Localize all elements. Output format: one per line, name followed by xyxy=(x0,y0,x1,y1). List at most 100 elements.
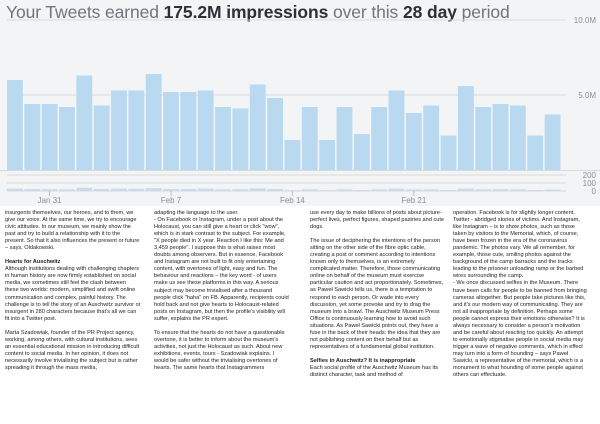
engagement-bar xyxy=(457,188,474,191)
engagement-bar xyxy=(492,189,509,191)
engagement-bar xyxy=(215,189,231,191)
article-column-3: use every day to make billions of posts … xyxy=(310,210,446,386)
engagement-bar xyxy=(232,189,249,191)
impressions-bar[interactable] xyxy=(492,104,509,170)
engagement-bar xyxy=(24,189,41,191)
engagement-bar xyxy=(93,189,110,191)
engagement-bar xyxy=(111,188,127,191)
engagement-bar xyxy=(475,189,492,191)
headline-middle: over this xyxy=(328,2,403,22)
impressions-bar[interactable] xyxy=(423,105,440,171)
impressions-bar[interactable] xyxy=(405,113,422,170)
impressions-bar[interactable] xyxy=(371,107,388,170)
engagement-bar xyxy=(405,189,422,191)
impressions-bar[interactable] xyxy=(163,92,179,170)
engagement-bar xyxy=(319,190,336,191)
section-heading: Selfies in Auschwitz? It is inappropriat… xyxy=(310,357,416,364)
impressions-headline: Your Tweets earned 175.2M impressions ov… xyxy=(6,2,510,23)
impressions-bar[interactable] xyxy=(544,114,561,171)
article-paragraph: The issue of deciphering the intentions … xyxy=(310,238,444,350)
analytics-panel: Your Tweets earned 175.2M impressions ov… xyxy=(0,0,600,206)
impressions-bar[interactable] xyxy=(440,135,457,171)
impressions-bar[interactable] xyxy=(301,107,318,170)
section-heading: Hearts for Auschwitz xyxy=(5,259,61,266)
impressions-bar[interactable] xyxy=(180,92,197,170)
headline-prefix: Your Tweets earned xyxy=(6,2,164,22)
impressions-bar[interactable] xyxy=(145,74,162,170)
impressions-bars xyxy=(7,74,561,170)
impressions-bar[interactable] xyxy=(527,135,544,171)
impressions-bar[interactable] xyxy=(76,75,93,171)
impressions-bar[interactable] xyxy=(24,104,41,170)
engagement-bar xyxy=(249,188,266,191)
y-tick-label-lower: 200 xyxy=(583,171,597,180)
engagement-bar xyxy=(197,188,214,191)
headline-suffix: period xyxy=(456,2,510,22)
engagement-bar xyxy=(301,189,318,191)
article-column-2: adapting the language to the user. - On F… xyxy=(154,210,290,379)
impressions-bar[interactable] xyxy=(475,107,492,170)
impressions-total: 175.2M impressions xyxy=(163,2,329,22)
engagement-bar xyxy=(544,189,561,191)
y-tick-label-lower: 0 xyxy=(592,187,597,196)
engagement-bar xyxy=(145,188,162,191)
impressions-bar[interactable] xyxy=(388,90,405,171)
engagement-mini-bars xyxy=(7,187,561,191)
engagement-bar xyxy=(353,190,370,191)
engagement-bar xyxy=(180,189,197,191)
period-length: 28 day xyxy=(402,2,457,22)
y-tick-label-lower: 100 xyxy=(583,179,597,188)
impressions-bar[interactable] xyxy=(215,107,231,170)
impressions-bar[interactable] xyxy=(457,86,474,170)
impressions-bar[interactable] xyxy=(197,90,214,171)
impressions-bar[interactable] xyxy=(128,90,145,171)
y-tick-label: 5.0M xyxy=(578,91,596,100)
impressions-bar[interactable] xyxy=(509,105,526,171)
engagement-bar xyxy=(41,189,58,191)
impressions-bar[interactable] xyxy=(59,107,75,170)
article-body: insurgents themselves, our heroes, and t… xyxy=(0,210,600,424)
engagement-bar xyxy=(128,188,145,191)
y-tick-label: 10.0M xyxy=(574,16,597,25)
impressions-bar[interactable] xyxy=(284,140,301,170)
impressions-bar[interactable] xyxy=(267,98,283,170)
engagement-bar xyxy=(423,189,440,191)
article-column-4: operation. Facebook is for slightly long… xyxy=(453,210,589,386)
article-paragraph: Marta Szadowiak, founder of the PR Proje… xyxy=(5,329,140,371)
engagement-bar xyxy=(336,189,353,191)
date-label: Jan 31 xyxy=(38,196,63,205)
engagement-bar xyxy=(509,189,526,191)
article-paragraph: operation. Facebook is for slightly long… xyxy=(453,210,587,379)
impressions-bar[interactable] xyxy=(319,140,336,170)
section-text: Although institutions dealing with chall… xyxy=(5,266,141,322)
impressions-bar[interactable] xyxy=(336,107,353,170)
article-section: Selfies in Auschwitz? It is inappropriat… xyxy=(310,358,446,379)
engagement-bar xyxy=(7,188,23,191)
section-text: Each social profile of the Auschwitz Mus… xyxy=(310,364,439,378)
date-label: Feb 21 xyxy=(401,196,426,205)
engagement-bar xyxy=(371,189,388,191)
impressions-bar[interactable] xyxy=(7,80,23,170)
engagement-bar xyxy=(267,189,283,191)
engagement-bar xyxy=(388,188,405,191)
impressions-bar[interactable] xyxy=(232,108,249,171)
engagement-bar xyxy=(59,189,75,191)
engagement-bar xyxy=(440,190,457,191)
article-column-1: insurgents themselves, our heroes, and t… xyxy=(5,210,141,379)
article-paragraph: use every day to make billions of posts … xyxy=(310,210,445,231)
engagement-bar xyxy=(527,190,544,191)
impressions-bar[interactable] xyxy=(93,105,110,171)
article-paragraph: To ensure that the hearts do not have a … xyxy=(154,329,285,371)
date-label: Feb 7 xyxy=(161,196,182,205)
impressions-bar[interactable] xyxy=(111,90,127,171)
date-label: Feb 14 xyxy=(280,196,305,205)
article-paragraph: adapting the language to the user. - On F… xyxy=(154,210,289,322)
impressions-bar[interactable] xyxy=(41,104,58,170)
impressions-bar[interactable] xyxy=(249,84,266,171)
x-axis-date-labels: Jan 31 Feb 7 Feb 14 Feb 21 xyxy=(38,191,427,205)
impressions-bar[interactable] xyxy=(353,134,370,170)
article-paragraph: insurgents themselves, our heroes, and t… xyxy=(5,210,140,252)
article-section: Hearts for Auschwitz Although institution… xyxy=(5,259,141,322)
